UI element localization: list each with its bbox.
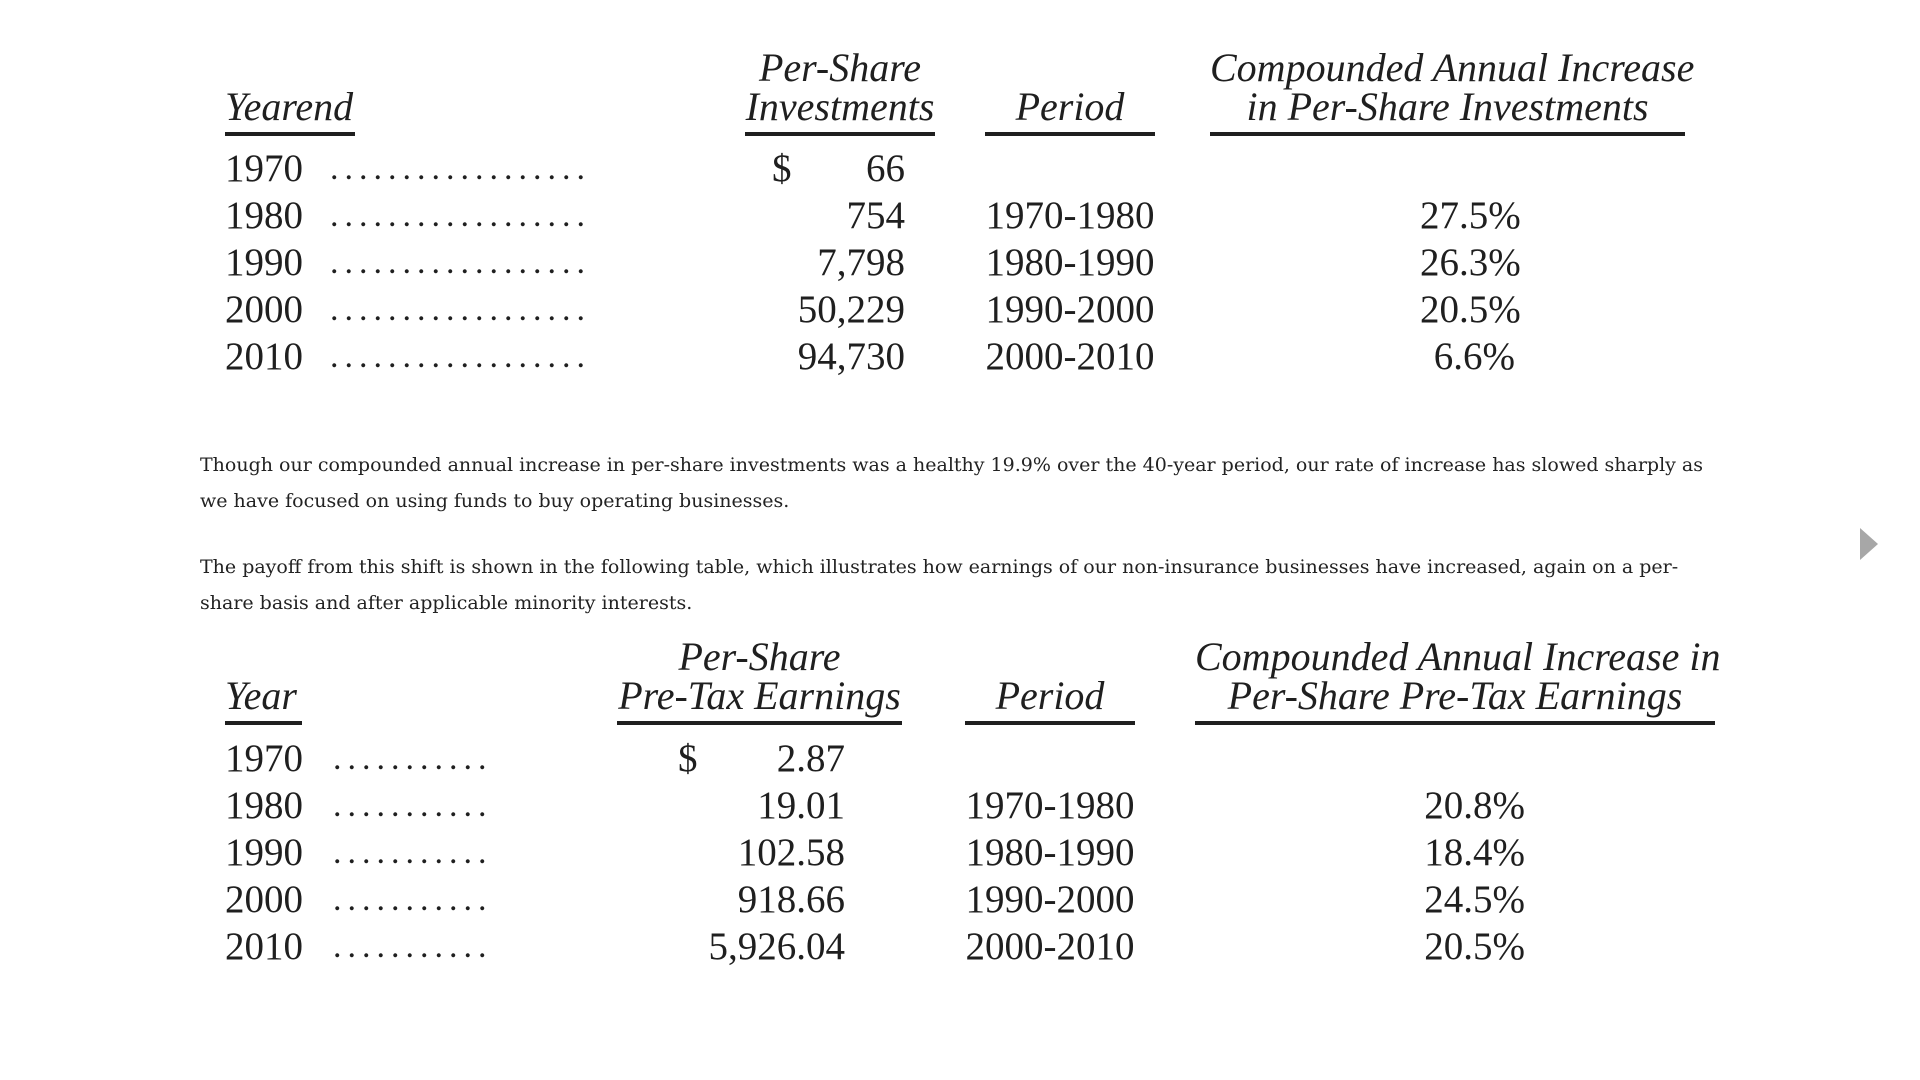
per-share-investments-header: Per-Share Investments bbox=[745, 45, 935, 129]
row-value: 94,730 bbox=[797, 335, 905, 378]
row-period: 2000-2010 bbox=[965, 925, 1135, 968]
per-share-investments-header-rule bbox=[745, 132, 935, 136]
row-year: 1980 bbox=[225, 784, 303, 827]
year-header: Year bbox=[225, 673, 297, 718]
row-value: 102.58 bbox=[737, 831, 845, 874]
row-value: 7,798 bbox=[817, 241, 905, 284]
row-period: 1990-2000 bbox=[965, 878, 1135, 921]
row-rate: 26.3% bbox=[1420, 241, 1521, 284]
dollar-sign: $ bbox=[678, 737, 698, 780]
dot-leader: ........... bbox=[333, 787, 493, 824]
dot-leader: .................. bbox=[330, 338, 591, 375]
per-share-earnings-header: Per-Share Pre-Tax Earnings bbox=[618, 634, 901, 718]
dot-leader: .................. bbox=[330, 150, 591, 187]
row-rate: 20.8% bbox=[1424, 784, 1525, 827]
period-header: Period bbox=[1015, 84, 1125, 129]
row-value: 5,926.04 bbox=[708, 925, 846, 968]
row-rate: 20.5% bbox=[1420, 288, 1521, 331]
row-period: 1980-1990 bbox=[985, 241, 1155, 284]
row-year: 1980 bbox=[225, 194, 303, 237]
row-rate: 6.6% bbox=[1433, 335, 1515, 378]
row-value: 754 bbox=[846, 194, 906, 237]
row-year: 2000 bbox=[225, 878, 303, 921]
row-period: 1990-2000 bbox=[985, 288, 1155, 331]
row-rate: 20.5% bbox=[1424, 925, 1525, 968]
body-paragraph: Though our compounded annual increase in… bbox=[200, 454, 1704, 512]
dot-leader: ........... bbox=[333, 928, 493, 965]
row-rate: 18.4% bbox=[1424, 831, 1525, 874]
period-header: Period bbox=[995, 673, 1105, 718]
dollar-sign: $ bbox=[772, 147, 792, 190]
yearend-header: Yearend bbox=[225, 84, 354, 129]
triangle-right-icon[interactable] bbox=[1860, 528, 1878, 560]
dot-leader: .................. bbox=[330, 197, 591, 234]
row-value: 19.01 bbox=[757, 784, 845, 827]
earnings-table: Year Per-Share Pre-Tax Earnings Period C… bbox=[200, 630, 1721, 980]
row-year: 2010 bbox=[225, 335, 303, 378]
row-year: 1970 bbox=[225, 737, 303, 780]
row-period: 2000-2010 bbox=[985, 335, 1155, 378]
yearend-header-rule bbox=[225, 132, 355, 136]
row-year: 2000 bbox=[225, 288, 303, 331]
year-header-rule bbox=[225, 721, 302, 725]
row-value: 2.87 bbox=[776, 737, 845, 780]
investments-table: Yearend Per-Share Investments Period Com… bbox=[200, 40, 1720, 380]
compounded-increase-header: Compounded Annual Increase in Per-Share … bbox=[1210, 45, 1695, 129]
dot-leader: ........... bbox=[333, 881, 493, 918]
row-year: 1990 bbox=[225, 831, 303, 874]
row-period: 1970-1980 bbox=[965, 784, 1135, 827]
dot-leader: ........... bbox=[333, 740, 493, 777]
row-value: 50,229 bbox=[797, 288, 905, 331]
period-header-rule bbox=[985, 132, 1155, 136]
row-rate: 27.5% bbox=[1420, 194, 1521, 237]
dot-leader: .................. bbox=[330, 291, 591, 328]
row-period: 1980-1990 bbox=[965, 831, 1135, 874]
row-value: 66 bbox=[866, 147, 905, 190]
compounded-increase-header-rule bbox=[1195, 721, 1715, 725]
dot-leader: ........... bbox=[333, 834, 493, 871]
row-period: 1970-1980 bbox=[985, 194, 1155, 237]
compounded-increase-header-rule bbox=[1210, 132, 1685, 136]
row-year: 1990 bbox=[225, 241, 303, 284]
body-paragraph: The payoff from this shift is shown in t… bbox=[200, 556, 1679, 614]
per-share-earnings-header-rule bbox=[617, 721, 902, 725]
row-value: 918.66 bbox=[737, 878, 845, 921]
row-year: 2010 bbox=[225, 925, 303, 968]
period-header-rule bbox=[965, 721, 1135, 725]
row-year: 1970 bbox=[225, 147, 303, 190]
row-rate: 24.5% bbox=[1424, 878, 1525, 921]
compounded-increase-header: Compounded Annual Increase in Per-Share … bbox=[1195, 634, 1721, 718]
dot-leader: .................. bbox=[330, 244, 591, 281]
